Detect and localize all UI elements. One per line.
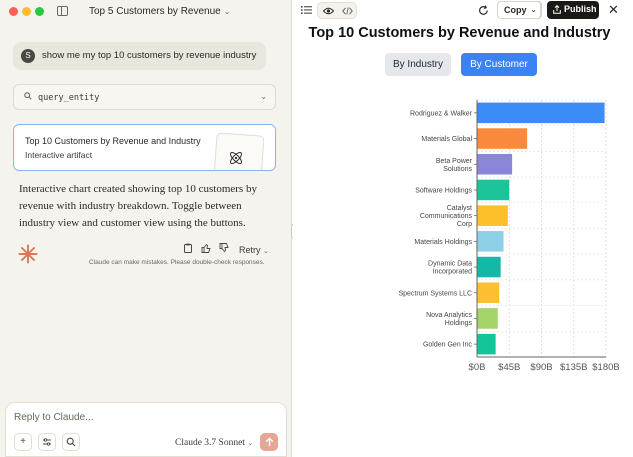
view-toggle: [317, 2, 357, 19]
y-tick-label: Software Holdings: [415, 187, 472, 194]
chart-title: Top 10 Customers by Revenue and Industry: [308, 25, 611, 41]
copy-options-dropdown[interactable]: ⌄: [527, 1, 541, 19]
conversation-title[interactable]: Top 5 Customers by Revenue ⌄: [89, 6, 230, 17]
y-tick-label-line: Beta Power: [436, 158, 473, 165]
tools-button[interactable]: [38, 433, 56, 451]
bar: [477, 282, 500, 304]
title-bar: Top 5 Customers by Revenue ⌄: [0, 0, 292, 24]
atom-icon: [230, 152, 242, 164]
avatar: S: [21, 49, 35, 63]
research-button[interactable]: [62, 433, 80, 451]
upload-icon: [553, 5, 561, 14]
thumbs-up-icon[interactable]: [201, 243, 211, 253]
bar: [477, 256, 501, 278]
bar: [477, 128, 528, 149]
model-name: Claude 3.7 Sonnet: [175, 438, 245, 448]
chevron-down-icon: ⌄: [223, 7, 231, 16]
y-tick-label-line: Materials Global: [421, 136, 472, 143]
artifact-card-subtitle: Interactive artifact: [25, 150, 93, 160]
conversation-title-text: Top 5 Customers by Revenue: [89, 6, 221, 17]
copy-label: Copy: [504, 5, 527, 15]
bar: [477, 333, 496, 355]
bar-chart: $0B $45B $90B $135B $180B Rodriguez & Walker M…: [398, 99, 620, 373]
artifact-panel: Copy ⌄ Publish ✕ Top 10 Customers by Rev…: [293, 0, 633, 457]
y-tick-label: Dynamic Data Incorporated: [428, 261, 472, 276]
chat-panel: Top 5 Customers by Revenue ⌄ S show me my…: [0, 0, 292, 457]
zoom-window-button[interactable]: [35, 7, 44, 16]
add-attachment-button[interactable]: +: [14, 433, 32, 451]
assistant-message: Interactive chart created showing top 10…: [19, 183, 257, 229]
minimize-window-button[interactable]: [22, 7, 31, 16]
y-tick-label-line: Spectrum Systems LLC: [398, 290, 472, 297]
bar: [477, 102, 605, 124]
claude-logo-icon: [18, 244, 38, 264]
tool-call-name: query_entity: [38, 93, 100, 103]
publish-label: Publish: [564, 4, 597, 14]
list-icon[interactable]: [301, 5, 312, 15]
refresh-icon[interactable]: [478, 5, 489, 16]
y-tick-label-line: Dynamic Data: [428, 261, 472, 268]
y-tick-label-line: Catalyst: [447, 205, 472, 212]
reply-input[interactable]: [14, 412, 214, 423]
model-selector[interactable]: Claude 3.7 Sonnet ⌄: [175, 438, 253, 448]
copy-button[interactable]: Copy: [497, 1, 542, 19]
bar: [477, 179, 510, 201]
y-tick-label: Materials Holdings: [414, 239, 472, 246]
search-icon: [66, 437, 76, 447]
thumbs-down-icon[interactable]: [219, 243, 229, 253]
close-icon[interactable]: ✕: [608, 2, 619, 17]
retry-button[interactable]: Retry ⌄: [239, 245, 269, 255]
y-tick-label: Golden Gen Inc: [423, 342, 473, 349]
by-customer-button[interactable]: By Customer: [461, 53, 537, 76]
y-tick-label-line: Communications: [420, 213, 473, 220]
x-tick-label: $90B: [530, 362, 552, 373]
copy-icon[interactable]: [183, 243, 193, 253]
arrow-up-icon: [265, 437, 273, 446]
y-tick-label-line: Corp: [457, 221, 472, 228]
y-tick-label-line: Solutions: [443, 166, 472, 173]
artifact-card-title: Top 10 Customers by Revenue and Industry: [25, 136, 201, 146]
eye-icon[interactable]: [323, 7, 334, 15]
y-tick-label-line: Incorporated: [433, 269, 472, 276]
y-tick-label: Rodriguez & Walker: [410, 110, 473, 117]
chevron-down-icon: ⌄: [247, 439, 254, 447]
y-tick-label-line: Rodriguez & Walker: [410, 110, 473, 117]
x-tick-label: $0B: [469, 362, 486, 373]
y-tick-label-line: Nova Analytics: [426, 312, 472, 319]
y-tick-label: Catalyst Communications Corp: [420, 205, 473, 228]
x-tick-label: $135B: [560, 362, 587, 373]
bar: [477, 153, 513, 175]
retry-label: Retry: [239, 245, 261, 255]
y-tick-label: Nova Analytics Holdings: [426, 312, 472, 327]
y-tick-label: Materials Global: [421, 136, 472, 143]
user-message-text: show me my top 10 customers by revenue i…: [42, 50, 257, 61]
code-icon[interactable]: [342, 7, 353, 15]
y-tick-label: Spectrum Systems LLC: [398, 290, 472, 297]
bar: [477, 205, 508, 226]
user-message: S show me my top 10 customers by revenue…: [13, 42, 266, 70]
by-industry-button[interactable]: By Industry: [385, 53, 451, 76]
send-button[interactable]: [260, 433, 278, 451]
close-window-button[interactable]: [9, 7, 18, 16]
y-tick-label-line: Golden Gen Inc: [423, 342, 473, 349]
chevron-down-icon: ⌄: [263, 248, 269, 255]
y-tick-label-line: Materials Holdings: [414, 239, 472, 246]
y-tick-label-line: Software Holdings: [415, 187, 472, 194]
x-tick-label: $180B: [592, 362, 619, 373]
sidebar-toggle-icon[interactable]: [57, 6, 68, 16]
bar: [477, 308, 498, 329]
disclaimer: Claude can make mistakes. Please double-…: [89, 259, 265, 266]
bar: [477, 231, 504, 252]
search-icon: [24, 92, 32, 102]
tool-call-row[interactable]: query_entity ⌄: [13, 84, 276, 110]
composer: + Claude 3.7 Sonnet ⌄: [5, 402, 287, 457]
x-tick-label: $45B: [498, 362, 520, 373]
y-tick-label-line: Holdings: [445, 320, 473, 327]
sliders-icon: [43, 438, 51, 446]
artifact-card[interactable]: Top 10 Customers by Revenue and Industry…: [13, 124, 276, 171]
publish-button[interactable]: Publish: [547, 1, 599, 19]
chevron-down-icon[interactable]: ⌄: [260, 92, 267, 101]
y-tick-label: Beta Power Solutions: [436, 158, 473, 173]
